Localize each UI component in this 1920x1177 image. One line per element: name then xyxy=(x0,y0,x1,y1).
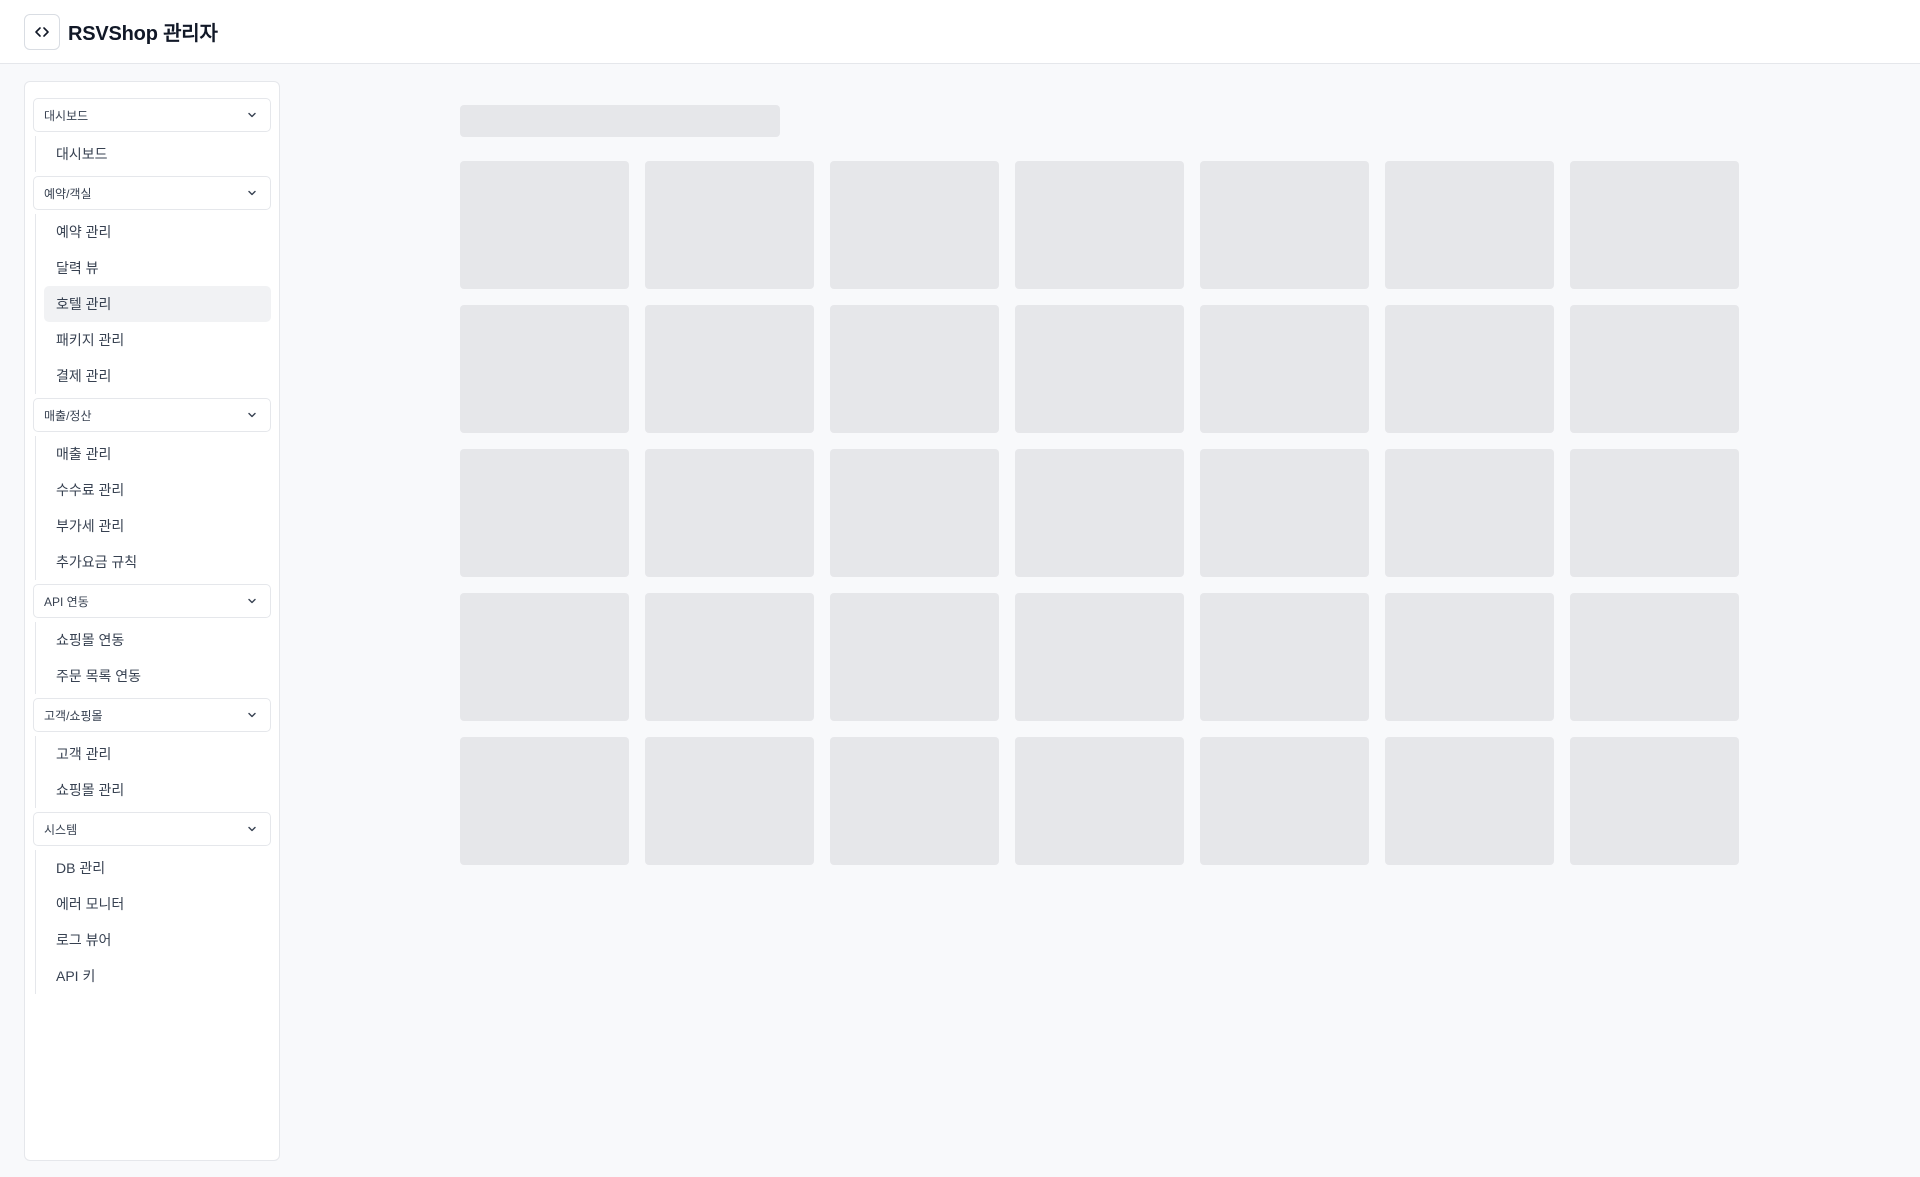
sidebar-group-label: API 연동 xyxy=(44,594,89,609)
sidebar-nav-item[interactable]: 매출 관리 xyxy=(56,446,112,462)
chevron-down-icon xyxy=(248,412,256,418)
skeleton-card xyxy=(1570,161,1739,289)
app-title: RSVShop 관리자 xyxy=(68,23,218,45)
sidebar-nav-item[interactable]: 고객 관리 xyxy=(56,746,112,762)
skeleton-grid xyxy=(460,161,1739,865)
sidebar-group-header[interactable]: API 연동 xyxy=(33,584,271,618)
sidebar-toggle-button[interactable] xyxy=(24,13,60,50)
sidebar-group-header[interactable]: 대시보드 xyxy=(33,98,271,132)
sidebar-nav-item[interactable]: 쇼핑몰 연동 xyxy=(56,632,125,648)
code-brackets-icon xyxy=(35,26,49,37)
skeleton-card xyxy=(830,737,999,865)
skeleton-card xyxy=(1015,305,1184,433)
sidebar-nav-item[interactable]: 수수료 관리 xyxy=(56,482,125,498)
sidebar-nav-item[interactable]: 달력 뷰 xyxy=(56,260,99,276)
sidebar-nav-item[interactable]: 부가세 관리 xyxy=(56,518,125,534)
skeleton-card xyxy=(1570,593,1739,721)
skeleton-card xyxy=(1200,161,1369,289)
skeleton-card xyxy=(1385,593,1554,721)
top-header: RSVShop 관리자 xyxy=(0,0,1920,64)
sidebar-nav-item[interactable]: 예약 관리 xyxy=(56,224,112,240)
skeleton-card xyxy=(830,161,999,289)
skeleton-card xyxy=(645,161,814,289)
chevron-down-icon xyxy=(248,190,256,196)
sidebar-nav-item[interactable]: API 키 xyxy=(56,968,96,984)
sidebar-nav-item[interactable]: 에러 모니터 xyxy=(56,896,125,912)
sidebar-nav-item[interactable]: 쇼핑몰 관리 xyxy=(56,782,125,798)
sidebar-nav-groups: 대시보드 대시보드 예약/객실 예약 관리 달력 뷰 호텔 관리 패키지 관리 결제 관리 매출… xyxy=(33,98,271,994)
skeleton-card xyxy=(1385,305,1554,433)
skeleton-card xyxy=(645,593,814,721)
skeleton-card xyxy=(1570,305,1739,433)
skeleton-card xyxy=(1015,161,1184,289)
sidebar-group-label: 예약/객실 xyxy=(44,186,92,201)
chevron-down-icon xyxy=(248,598,256,604)
sidebar-group-label: 매출/정산 xyxy=(44,408,92,423)
sidebar-nav-item[interactable]: 로그 뷰어 xyxy=(56,932,112,948)
skeleton-card xyxy=(830,449,999,577)
skeleton-card xyxy=(1385,161,1554,289)
skeleton-card xyxy=(1200,593,1369,721)
skeleton-card xyxy=(1570,449,1739,577)
chevron-down-icon xyxy=(248,712,256,718)
sidebar-nav-item[interactable]: 주문 목록 연동 xyxy=(56,668,142,684)
skeleton-card xyxy=(645,737,814,865)
skeleton-card xyxy=(1015,593,1184,721)
skeleton-card xyxy=(830,593,999,721)
skeleton-card xyxy=(1200,737,1369,865)
sidebar-group-label: 대시보드 xyxy=(44,108,89,123)
sidebar-group-label: 시스템 xyxy=(44,822,78,837)
sidebar-nav-item[interactable]: 호텔 관리 xyxy=(44,286,271,322)
skeleton-card xyxy=(460,449,629,577)
sidebar-group-header[interactable]: 시스템 xyxy=(33,812,271,846)
sidebar-group-items: 대시보드 xyxy=(35,136,271,172)
skeleton-card xyxy=(460,161,629,289)
skeleton-card xyxy=(460,305,629,433)
sidebar-nav-item[interactable]: 추가요금 규칙 xyxy=(56,554,138,570)
page-title-skeleton xyxy=(460,105,780,137)
skeleton-card xyxy=(1385,737,1554,865)
sidebar-nav-item[interactable]: DB 관리 xyxy=(56,860,106,876)
chevron-down-icon xyxy=(248,112,256,118)
skeleton-card xyxy=(1200,305,1369,433)
chevron-down-icon xyxy=(248,826,256,832)
sidebar-nav-item[interactable]: 패키지 관리 xyxy=(56,332,125,348)
sidebar-nav-item[interactable]: 대시보드 xyxy=(56,146,108,162)
skeleton-card xyxy=(1015,737,1184,865)
skeleton-card xyxy=(1200,449,1369,577)
skeleton-card xyxy=(645,305,814,433)
sidebar-group-header[interactable]: 고객/쇼핑몰 xyxy=(33,698,271,732)
sidebar-group-header[interactable]: 예약/객실 xyxy=(33,176,271,210)
sidebar: 대시보드 대시보드 예약/객실 예약 관리 달력 뷰 호텔 관리 패키지 관리 결제 관리 매출… xyxy=(24,81,280,1161)
sidebar-group-label: 고객/쇼핑몰 xyxy=(44,708,103,723)
skeleton-card xyxy=(460,737,629,865)
sidebar-group-header[interactable]: 매출/정산 xyxy=(33,398,271,432)
skeleton-card xyxy=(460,593,629,721)
sidebar-nav-item[interactable]: 결제 관리 xyxy=(56,368,112,384)
skeleton-card xyxy=(645,449,814,577)
skeleton-card xyxy=(1385,449,1554,577)
main-content xyxy=(460,105,1739,865)
skeleton-card xyxy=(1015,449,1184,577)
skeleton-card xyxy=(830,305,999,433)
skeleton-card xyxy=(1570,737,1739,865)
